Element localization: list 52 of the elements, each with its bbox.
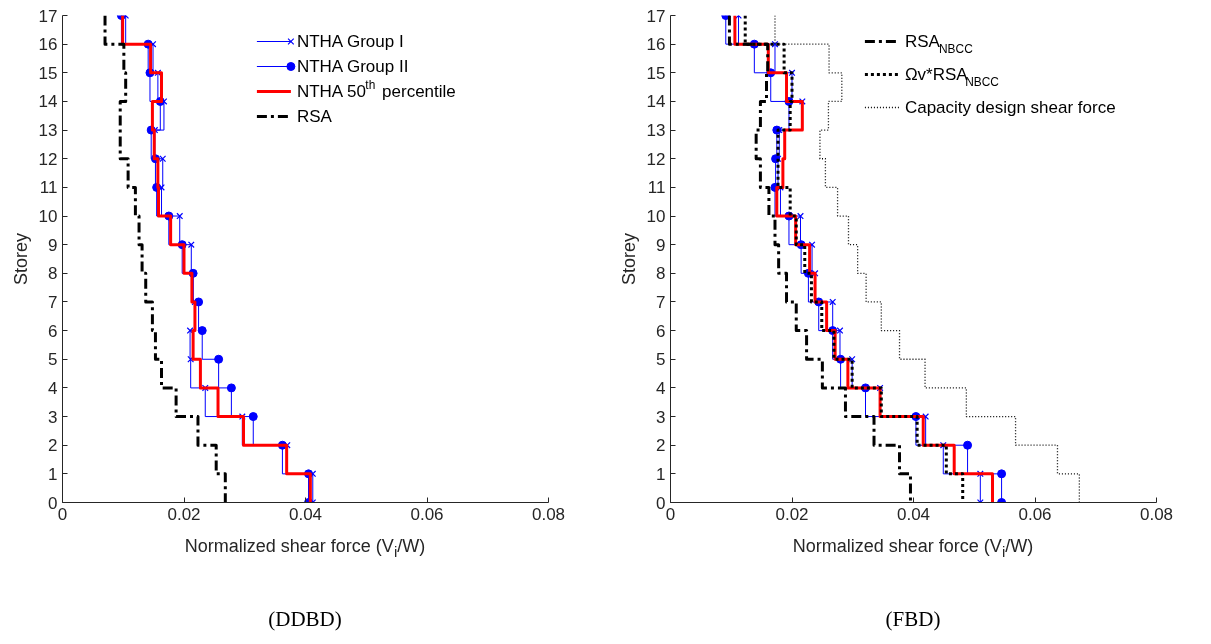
y-tick-label: 4 bbox=[656, 378, 666, 398]
y-tick-label: 10 bbox=[646, 207, 666, 227]
y-tick-label: 7 bbox=[48, 292, 58, 312]
x-tick-label: 0.06 bbox=[410, 504, 444, 524]
y-tick-label: 9 bbox=[48, 235, 58, 255]
y-tick-label: 2 bbox=[48, 436, 58, 456]
x-tick-label: 0.02 bbox=[775, 504, 809, 524]
x-axis-title: Normalized shear force (V$_{i}$/W) bbox=[184, 535, 426, 562]
y-tick-label: 1 bbox=[48, 464, 58, 484]
y-tick-label: 7 bbox=[656, 292, 666, 312]
y-tick-label: 17 bbox=[646, 6, 666, 26]
y-tick-label: 17 bbox=[38, 6, 58, 26]
x-tick-label: 0.02 bbox=[167, 504, 201, 524]
legend-label: Capacity design shear force bbox=[904, 98, 1116, 117]
x-tick-label: 0.08 bbox=[531, 504, 566, 524]
y-tick-label: 6 bbox=[656, 321, 666, 341]
x-tick-label: 0.04 bbox=[288, 504, 323, 524]
x-tick-label: 0.08 bbox=[1139, 504, 1174, 524]
y-tick-label: 9 bbox=[656, 235, 666, 255]
y-tick-label: 8 bbox=[656, 264, 666, 284]
y-tick-label: 2 bbox=[656, 436, 666, 456]
y-tick-label: 11 bbox=[39, 178, 58, 198]
y-axis-title: Storey bbox=[618, 232, 639, 286]
y-tick-label: 4 bbox=[48, 378, 58, 398]
y-tick-label: 16 bbox=[38, 35, 58, 55]
y-tick-label: 8 bbox=[48, 264, 58, 284]
y-tick-label: 15 bbox=[38, 63, 58, 83]
y-tick-label: 12 bbox=[646, 149, 666, 169]
y-tick-label: 6 bbox=[48, 321, 58, 341]
x-tick-label: 0.04 bbox=[896, 504, 931, 524]
legend-label: RSA bbox=[296, 107, 333, 126]
x-axis-title: Normalized shear force (V$_{i}$/W) bbox=[792, 535, 1034, 562]
legend-label: NTHA Group II bbox=[296, 57, 409, 76]
y-tick-label: 5 bbox=[656, 350, 666, 370]
y-tick-label: 13 bbox=[38, 121, 58, 141]
y-tick-label: 3 bbox=[48, 407, 58, 427]
y-tick-label: 16 bbox=[646, 35, 666, 55]
y-tick-label: 10 bbox=[38, 207, 58, 227]
y-tick-label: 14 bbox=[646, 92, 666, 112]
y-tick-label: 12 bbox=[38, 149, 58, 169]
text: (DDBD) bbox=[268, 606, 342, 633]
y-tick-label: 15 bbox=[646, 63, 666, 83]
y-tick-label: 13 bbox=[646, 121, 666, 141]
text: (FBD) bbox=[885, 606, 941, 633]
x-tick-label: 0.06 bbox=[1018, 504, 1052, 524]
y-tick-label: 5 bbox=[48, 350, 58, 370]
y-axis-title: Storey bbox=[10, 232, 31, 286]
y-tick-label: 11 bbox=[647, 178, 666, 198]
y-tick-label: 3 bbox=[656, 407, 666, 427]
y-tick-label: 1 bbox=[656, 464, 666, 484]
y-tick-label: 14 bbox=[38, 92, 58, 112]
legend-label: NTHA Group I bbox=[296, 32, 404, 51]
